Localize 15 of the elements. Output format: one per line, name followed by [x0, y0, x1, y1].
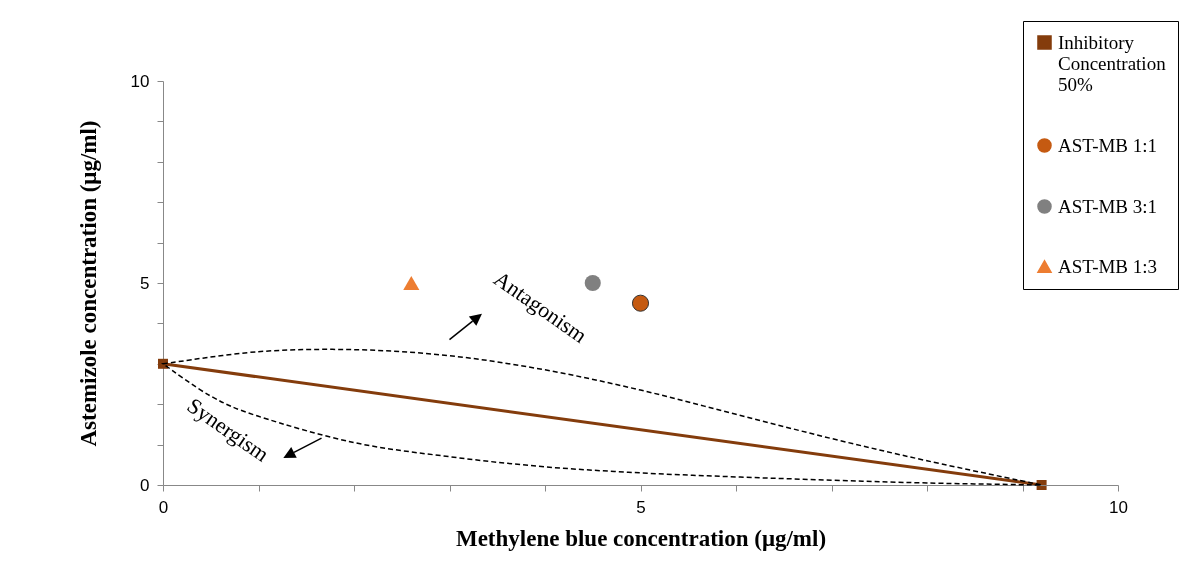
legend-label: Inhibitory Concentration 50% [1058, 31, 1167, 95]
y-tick-label: 0 [140, 475, 150, 495]
y-tick-label: 10 [130, 71, 150, 91]
x-axis-title: Methylene blue concentration (μg/ml) [455, 525, 827, 551]
point [584, 274, 601, 292]
y-axis-title: Astemizole concentration (μg/ml) [75, 120, 101, 447]
legend-label: AST-MB 1:1 [1058, 134, 1158, 156]
y-tick-label: 5 [140, 273, 150, 293]
x-tick-label: 10 [1109, 497, 1128, 517]
legend-label: AST-MB 3:1 [1058, 195, 1158, 217]
point [403, 276, 420, 290]
legend-label: AST-MB 1:3 [1058, 255, 1158, 277]
x-tick-label: 5 [636, 497, 646, 517]
x-tick-label: 0 [158, 497, 169, 517]
point [631, 294, 650, 312]
